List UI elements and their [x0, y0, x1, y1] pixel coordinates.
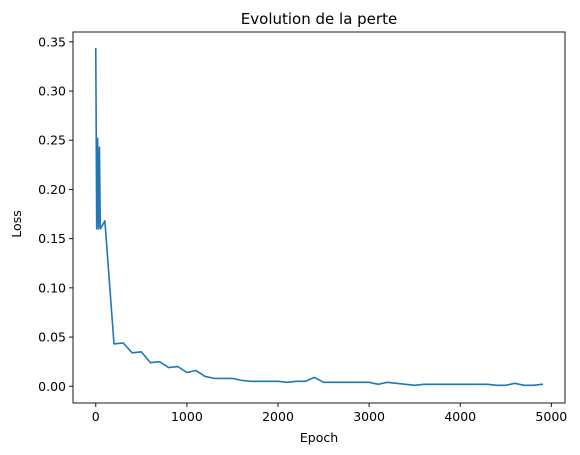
x-axis-label: Epoch	[300, 430, 338, 445]
series-line-0	[94, 47, 544, 387]
x-tick-label: 5000	[535, 409, 567, 424]
y-tick-label: 0.00	[38, 379, 66, 394]
x-tick-label: 1000	[171, 409, 203, 424]
x-tick-label: 0	[92, 409, 100, 424]
x-tick-label: 3000	[353, 409, 385, 424]
y-tick-label: 0.30	[38, 84, 66, 99]
y-tick-label: 0.05	[38, 330, 66, 345]
x-tick-label: 2000	[262, 409, 294, 424]
x-tick-label: 4000	[444, 409, 476, 424]
y-tick-label: 0.15	[38, 231, 66, 246]
y-tick-label: 0.25	[38, 133, 66, 148]
axes-frame	[72, 31, 566, 404]
y-tick-label: 0.10	[38, 280, 66, 295]
chart-title: Evolution de la perte	[241, 10, 397, 28]
y-tick-label: 0.35	[38, 34, 66, 49]
y-axis-label: Loss	[9, 210, 24, 237]
y-tick-label: 0.20	[38, 182, 66, 197]
plot-area: 0 1000 2000 3000 4000 5000 0.00 0.05 0.10 0.15 0.2…	[38, 31, 567, 424]
